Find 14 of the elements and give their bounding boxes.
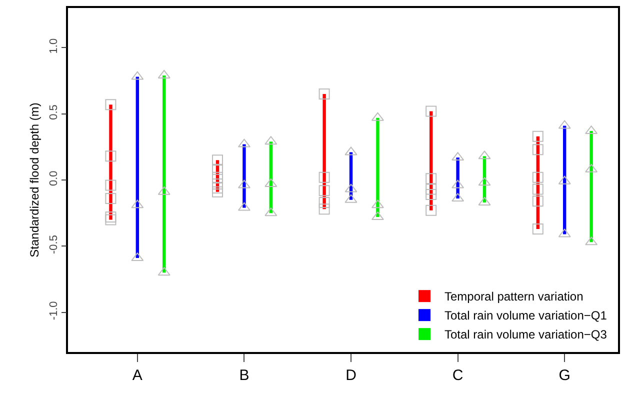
y-tick-label: -0.5 — [48, 235, 60, 254]
legend-label: Total rain volume variation−Q1 — [444, 308, 608, 323]
x-tick-label: A — [132, 366, 142, 384]
y-tick-label: 0.5 — [48, 104, 60, 120]
legend-label: Temporal pattern variation — [444, 290, 584, 304]
x-tick-label: D — [346, 366, 357, 384]
x-tick-label: G — [558, 366, 570, 384]
y-axis-title: Standardized flood depth (m) — [28, 102, 42, 258]
y-tick-label: 1.0 — [48, 38, 60, 54]
x-tick-label: B — [239, 366, 250, 384]
y-tick-label: -1.0 — [48, 301, 60, 320]
y-tick-label: 0.0 — [48, 170, 60, 186]
legend-label: Total rain volume variation−Q3 — [444, 328, 608, 342]
x-tick-label: C — [452, 366, 464, 384]
